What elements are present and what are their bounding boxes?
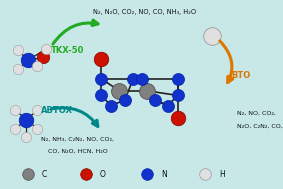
Point bbox=[13, 109, 18, 112]
Point bbox=[25, 59, 30, 62]
Point bbox=[35, 127, 40, 130]
Point bbox=[99, 58, 104, 61]
Point bbox=[203, 173, 207, 176]
Point bbox=[153, 98, 158, 101]
Point bbox=[131, 77, 136, 80]
Point bbox=[99, 94, 104, 97]
Point bbox=[109, 104, 113, 107]
Text: N₂O, C₂N₂, CO, H₂O: N₂O, C₂N₂, CO, H₂O bbox=[237, 123, 283, 129]
Point bbox=[99, 77, 104, 80]
Point bbox=[35, 64, 40, 67]
Point bbox=[175, 94, 180, 97]
Point bbox=[84, 173, 88, 176]
Text: BTO: BTO bbox=[232, 71, 251, 81]
Text: CO, N₂O, HCN, H₂O: CO, N₂O, HCN, H₂O bbox=[48, 149, 108, 153]
Text: N₂, N₂O, CO₂, NO, CO, NH₃, H₂O: N₂, N₂O, CO₂, NO, CO, NH₃, H₂O bbox=[93, 9, 196, 15]
Point bbox=[117, 89, 122, 92]
Text: H: H bbox=[219, 170, 225, 179]
Point bbox=[123, 98, 127, 101]
Text: ABTOX: ABTOX bbox=[41, 106, 73, 115]
Point bbox=[175, 116, 180, 119]
Point bbox=[16, 49, 20, 52]
Text: N₂, NO, CO₂,: N₂, NO, CO₂, bbox=[237, 111, 276, 115]
Point bbox=[166, 104, 170, 107]
Point bbox=[16, 68, 20, 71]
Point bbox=[145, 89, 149, 92]
Point bbox=[139, 77, 144, 80]
Text: C: C bbox=[42, 170, 47, 179]
Text: N₂, NH₃, C₂N₂, NO, CO₂,: N₂, NH₃, C₂N₂, NO, CO₂, bbox=[41, 136, 114, 141]
Text: TKX-50: TKX-50 bbox=[51, 46, 85, 56]
Point bbox=[35, 109, 40, 112]
Point bbox=[175, 77, 180, 80]
Point bbox=[145, 173, 149, 176]
Point bbox=[44, 48, 48, 51]
Text: N: N bbox=[161, 170, 167, 179]
Point bbox=[13, 127, 18, 130]
Text: O: O bbox=[100, 170, 106, 179]
Point bbox=[24, 136, 29, 139]
Point bbox=[25, 173, 30, 176]
Point bbox=[210, 35, 215, 38]
Point bbox=[41, 56, 45, 59]
Point bbox=[24, 118, 29, 121]
